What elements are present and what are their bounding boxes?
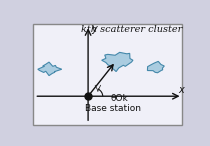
Text: θOk: θOk <box>110 94 128 103</box>
Text: Base station: Base station <box>85 104 141 113</box>
Polygon shape <box>102 52 133 72</box>
Text: kth scatterer cluster: kth scatterer cluster <box>81 25 183 34</box>
FancyBboxPatch shape <box>33 24 182 125</box>
Text: x: x <box>178 85 184 95</box>
Polygon shape <box>38 62 62 76</box>
Text: y: y <box>91 24 97 34</box>
Polygon shape <box>147 61 164 73</box>
